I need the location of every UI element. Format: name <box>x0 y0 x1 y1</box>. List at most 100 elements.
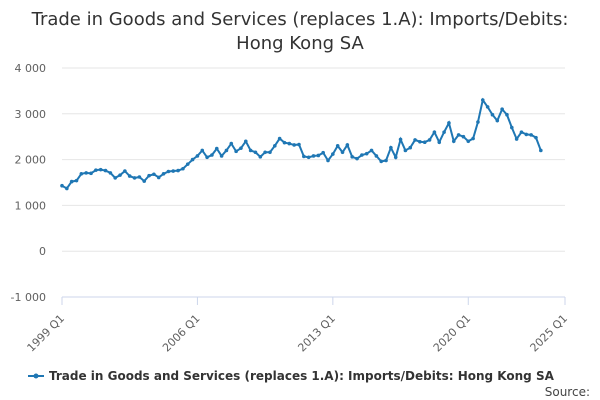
y-tick-label: 3 000 <box>15 108 47 121</box>
series-group <box>60 97 543 191</box>
series-line <box>61 97 542 190</box>
data-point <box>166 169 171 174</box>
data-point <box>248 148 253 153</box>
data-point <box>214 146 219 151</box>
data-point <box>389 145 393 150</box>
data-point <box>190 157 195 162</box>
data-point <box>181 166 185 171</box>
data-point <box>94 168 98 172</box>
data-point <box>306 155 311 160</box>
data-point <box>403 148 408 153</box>
data-point <box>505 112 509 117</box>
data-point <box>176 168 180 173</box>
data-point <box>79 172 84 176</box>
data-point <box>132 176 137 180</box>
data-point <box>258 155 263 159</box>
data-point <box>302 154 306 159</box>
data-point <box>495 118 500 123</box>
x-tick-label: 2013 Q1 <box>295 312 338 355</box>
data-point <box>263 150 267 155</box>
data-point <box>379 159 384 164</box>
data-point <box>331 152 335 156</box>
data-point <box>510 125 514 130</box>
data-point <box>408 145 413 150</box>
data-point <box>471 136 475 141</box>
data-point <box>219 154 224 158</box>
data-point <box>185 162 190 166</box>
data-point <box>89 171 93 176</box>
data-point <box>205 155 209 160</box>
data-point <box>350 155 354 159</box>
data-point <box>156 175 161 180</box>
data-point <box>360 153 364 157</box>
data-point <box>500 107 504 112</box>
data-point <box>461 134 466 139</box>
data-point <box>243 139 248 144</box>
source-label: Source: <box>545 385 590 399</box>
data-point <box>340 150 345 155</box>
data-point <box>137 175 142 179</box>
data-point <box>65 186 69 191</box>
data-point <box>524 132 529 137</box>
data-point <box>268 150 272 155</box>
y-tick-label: 1 000 <box>15 199 47 212</box>
chart-title-line-2: Hong Kong SA <box>236 33 364 54</box>
data-point <box>413 138 417 142</box>
data-point <box>297 142 301 147</box>
chart-title-line-1: Trade in Goods and Services (replaces 1.… <box>31 9 569 30</box>
data-point <box>490 112 495 117</box>
data-point <box>113 176 117 180</box>
data-point <box>485 105 490 109</box>
data-point <box>529 133 533 137</box>
data-point <box>229 141 234 146</box>
data-point <box>195 154 200 158</box>
data-point <box>422 140 427 144</box>
data-point <box>466 139 471 144</box>
data-point <box>384 158 388 163</box>
legend-marker-icon <box>33 373 39 379</box>
data-point <box>287 141 292 146</box>
data-point <box>374 154 379 158</box>
data-point <box>447 121 451 125</box>
y-tick-label: 2 000 <box>15 154 47 167</box>
y-tick-label: -1 000 <box>11 291 46 304</box>
data-point <box>316 153 321 158</box>
data-point <box>437 140 442 144</box>
data-point <box>432 130 437 134</box>
legend-label: Trade in Goods and Services (replaces 1.… <box>49 369 555 383</box>
x-tick-label: 2006 Q1 <box>160 312 203 355</box>
data-point <box>224 148 229 153</box>
data-point <box>326 158 330 163</box>
series-points <box>60 98 543 191</box>
data-point <box>539 148 543 153</box>
data-point <box>84 171 88 175</box>
data-point <box>234 149 238 154</box>
data-point <box>480 98 485 102</box>
y-axis-labels: 4 000 3 000 2 000 1 000 0 -1 000 <box>11 62 46 304</box>
data-point <box>335 144 340 148</box>
data-point <box>127 174 132 178</box>
data-point <box>321 150 325 155</box>
data-point <box>98 167 103 172</box>
x-tick-label: 1999 Q1 <box>25 312 68 355</box>
gridlines <box>62 67 565 298</box>
data-point <box>345 143 350 147</box>
data-point <box>311 154 316 158</box>
data-point <box>364 151 369 156</box>
chart-title: Trade in Goods and Services (replaces 1.… <box>31 9 569 54</box>
data-point <box>161 172 166 176</box>
data-point <box>514 137 519 141</box>
data-point <box>147 173 151 178</box>
data-point <box>456 133 461 137</box>
data-point <box>123 169 127 173</box>
data-point <box>118 173 122 177</box>
data-point <box>393 155 398 160</box>
data-point <box>239 146 243 150</box>
data-point <box>253 150 258 155</box>
data-point <box>418 139 422 144</box>
data-point <box>171 169 176 173</box>
data-point <box>69 179 74 184</box>
legend[interactable]: Trade in Goods and Services (replaces 1.… <box>28 369 555 383</box>
x-tick-label: 2020 Q1 <box>431 312 474 355</box>
